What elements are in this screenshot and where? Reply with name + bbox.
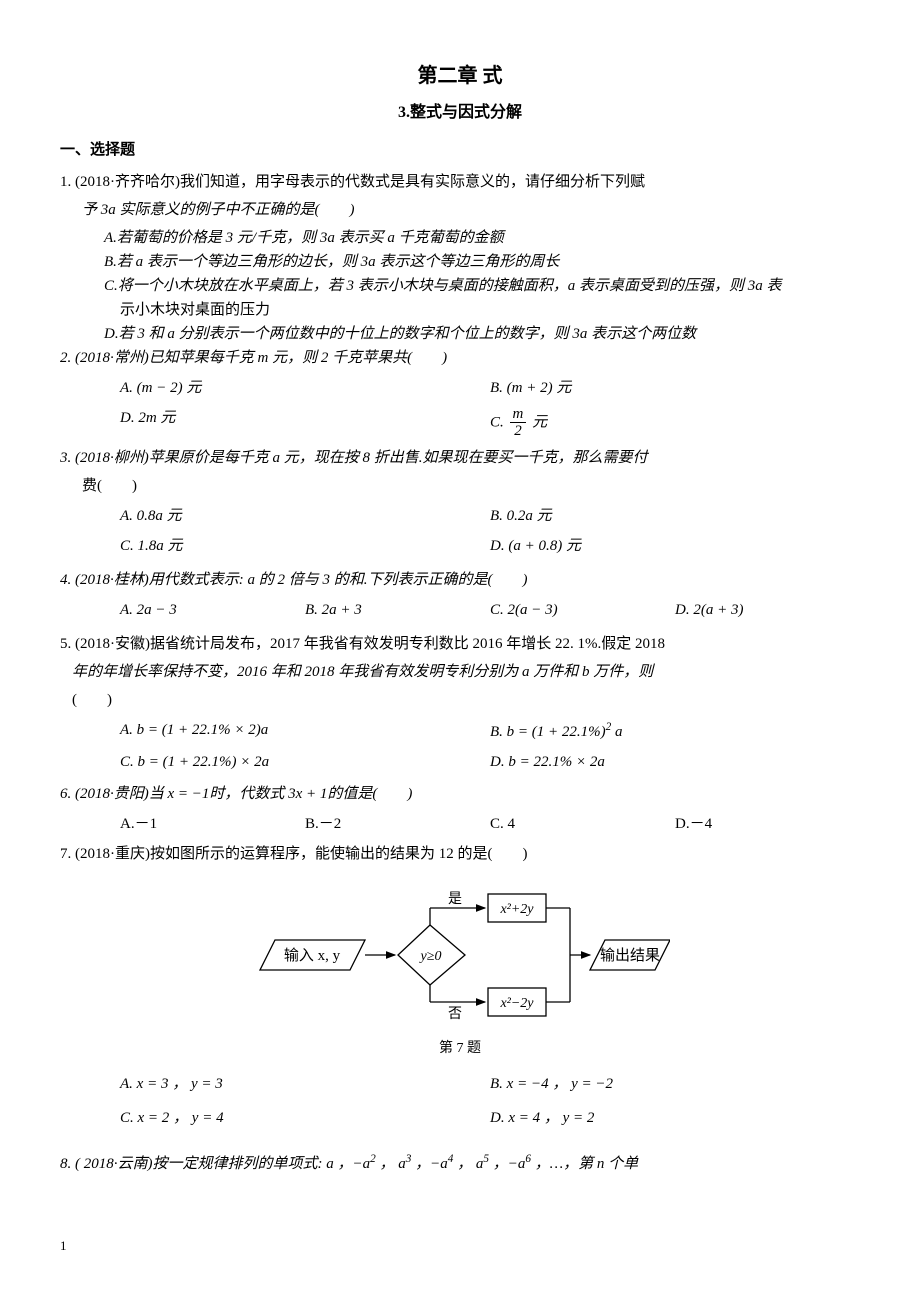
q5-stem-line3: ( ) — [60, 688, 860, 712]
q1-opt-c-line1: C.将一个小木块放在水平桌面上，若 3 表示小木块与桌面的接触面积，a 表示桌面… — [60, 274, 860, 298]
q6-opt-a: A.－1 — [120, 812, 305, 836]
q4-opt-c: C. 2(a − 3) — [490, 598, 675, 622]
q5-opt-a: A. b = (1 + 22.1% × 2)a — [120, 718, 490, 744]
chapter-title: 第二章 式 — [60, 60, 860, 92]
q7-opt-c: C. x = 2 ， y = 4 — [120, 1106, 490, 1130]
q2-stem: 2. (2018·常州)已知苹果每千克 m 元，则 2 千克苹果共( ) — [60, 346, 860, 370]
page-number: 1 — [60, 1236, 860, 1257]
category-heading: 一、选择题 — [60, 138, 860, 162]
section-title: 3.整式与因式分解 — [60, 100, 860, 126]
q4-opt-a: A. 2a − 3 — [120, 598, 305, 622]
q3-stem-line2: 费( ) — [60, 474, 860, 498]
q8-pre: 8. ( 2018·云南)按一定规律排列的单项式: a ，−a — [60, 1156, 370, 1172]
q5-b-post: a — [611, 724, 622, 740]
q4-stem: 4. (2018·桂林)用代数式表示: a 的 2 倍与 3 的和.下列表示正确… — [60, 568, 860, 592]
q3-opt-c: C. 1.8a 元 — [120, 534, 490, 558]
q5-b-pre: B. b = (1 + 22.1%) — [490, 724, 606, 740]
q6-opt-b: B.－2 — [305, 812, 490, 836]
q6-stem-text: 6. (2018·贵阳)当 x = −1时，代数式 3x + 1的值是( ) — [60, 786, 412, 802]
q2-opt-c: C. m2 元 — [490, 406, 860, 440]
q8-p6: ，−a — [489, 1156, 525, 1172]
q8-stem: 8. ( 2018·云南)按一定规律排列的单项式: a ，−a2 ， a3 ，−… — [60, 1150, 860, 1176]
q1-stem-line1: 1. (2018·齐齐哈尔)我们知道，用字母表示的代数式是具有实际意义的，请仔细… — [60, 170, 860, 194]
q8-p5: ， a — [453, 1156, 483, 1172]
yes-label: 是 — [448, 892, 462, 907]
q5-choice-row2: C. b = (1 + 22.1%) × 2a D. b = 22.1% × 2… — [60, 750, 860, 774]
q2-choice-row1: A. (m − 2) 元 B. (m + 2) 元 — [60, 376, 860, 400]
q7-stem: 7. (2018·重庆)按如图所示的运算程序，能使输出的结果为 12 的是( ) — [60, 842, 860, 866]
q6-stem: 6. (2018·贵阳)当 x = −1时，代数式 3x + 1的值是( ) — [60, 782, 860, 806]
q2-stem-text: 2. (2018·常州)已知苹果每千克 m 元，则 2 千克苹果共( ) — [60, 350, 447, 366]
output-label: 输出结果 — [600, 947, 660, 964]
q7-choice-row1: A. x = 3 ， y = 3 B. x = −4 ， y = −2 — [60, 1072, 860, 1096]
no-label: 否 — [448, 1007, 462, 1022]
q8-p4: ，−a — [411, 1156, 447, 1172]
q7-caption: 第 7 题 — [60, 1038, 860, 1060]
q3-opt-d: D. (a + 0.8) 元 — [490, 534, 860, 558]
q2-opt-a: A. (m − 2) 元 — [120, 376, 490, 400]
q6-opt-d: D.－4 — [675, 812, 860, 836]
q1-stem-text: 予 3a 实际意义的例子中不正确的是( ) — [82, 202, 355, 218]
q1-b-text: B.若 a 表示一个等边三角形的边长，则 3a 表示这个等边三角形的周长 — [104, 254, 559, 270]
q1-c2-text: 示小木块对桌面的压力 — [120, 302, 270, 318]
q3-opt-a: A. 0.8a 元 — [120, 504, 490, 528]
fraction-icon: m2 — [510, 406, 527, 440]
q1-opt-c-line2: 示小木块对桌面的压力 — [60, 298, 860, 322]
q5-opt-c: C. b = (1 + 22.1%) × 2a — [120, 750, 490, 774]
q5-opt-d: D. b = 22.1% × 2a — [490, 750, 860, 774]
q4-stem-text: 4. (2018·桂林)用代数式表示: a 的 2 倍与 3 的和.下列表示正确… — [60, 572, 527, 588]
q4-opt-d: D. 2(a + 3) — [675, 598, 860, 622]
q5-stem-line1: 5. (2018·安徽)据省统计局发布，2017 年我省有效发明专利数比 201… — [60, 632, 860, 656]
q3-opt-b: B. 0.2a 元 — [490, 504, 860, 528]
q5-stem-line2: 年的年增长率保持不变，2016 年和 2018 年我省有效发明专利分别为 a 万… — [60, 660, 860, 684]
q1-d-text: D.若 3 和 a 分别表示一个两位数中的十位上的数字和个位上的数字，则 3a … — [104, 326, 696, 342]
q7-figure: 输入 x, y y≥0 是 x²+2y 否 x²−2y 输出结果 第 7 题 — [60, 878, 860, 1060]
q6-choice-row: A.－1 B.－2 C. 4 D.－4 — [60, 812, 860, 836]
q4-choice-row: A. 2a − 3 B. 2a + 3 C. 2(a − 3) D. 2(a +… — [60, 598, 860, 622]
frac-den: 2 — [510, 423, 527, 440]
q8-p3: ， a — [376, 1156, 406, 1172]
q2-opt-b: B. (m + 2) 元 — [490, 376, 860, 400]
q5-choice-row1: A. b = (1 + 22.1% × 2)a B. b = (1 + 22.1… — [60, 718, 860, 744]
q3-stem-a: 3. (2018·柳州)苹果原价是每千克 a 元，现在按 8 折出售.如果现在要… — [60, 450, 648, 466]
q5-stem-b: 年的年增长率保持不变，2016 年和 2018 年我省有效发明专利分别为 a 万… — [72, 664, 653, 680]
input-label: 输入 x, y — [284, 947, 341, 964]
q2-c-suffix: 元 — [528, 414, 547, 430]
top-expr-label: x²+2y — [499, 902, 534, 917]
q2-c-prefix: C. — [490, 414, 508, 430]
q3-stem-line1: 3. (2018·柳州)苹果原价是每千克 a 元，现在按 8 折出售.如果现在要… — [60, 446, 860, 470]
bot-expr-label: x²−2y — [499, 996, 534, 1011]
q1-c1-text: C.将一个小木块放在水平桌面上，若 3 表示小木块与桌面的接触面积，a 表示桌面… — [104, 278, 782, 294]
q6-opt-c: C. 4 — [490, 812, 675, 836]
q1-stem-line2: 予 3a 实际意义的例子中不正确的是( ) — [60, 198, 860, 222]
q1-opt-a: A.若葡萄的价格是 3 元/千克，则 3a 表示买 a 千克葡萄的金额 — [60, 226, 860, 250]
q7-choice-row2: C. x = 2 ， y = 4 D. x = 4 ， y = 2 — [60, 1106, 860, 1130]
q8-post: ，…，第 n 个单 — [531, 1156, 638, 1172]
q7-opt-b: B. x = −4 ， y = −2 — [490, 1072, 860, 1096]
q7-opt-a: A. x = 3 ， y = 3 — [120, 1072, 490, 1096]
q1-a-text: A.若葡萄的价格是 3 元/千克，则 3a 表示买 a 千克葡萄的金额 — [104, 230, 504, 246]
q5-opt-b: B. b = (1 + 22.1%)2 a — [490, 718, 860, 744]
q3-choice-row1: A. 0.8a 元 B. 0.2a 元 — [60, 504, 860, 528]
q7-opt-d: D. x = 4 ， y = 2 — [490, 1106, 860, 1130]
q2-opt-d: D. 2m 元 — [120, 406, 490, 440]
cond-label: y≥0 — [419, 949, 442, 964]
q2-choice-row2: D. 2m 元 C. m2 元 — [60, 406, 860, 440]
q4-opt-b: B. 2a + 3 — [305, 598, 490, 622]
frac-num: m — [510, 406, 527, 424]
flowchart-svg: 输入 x, y y≥0 是 x²+2y 否 x²−2y 输出结果 — [250, 878, 670, 1028]
q1-opt-d: D.若 3 和 a 分别表示一个两位数中的十位上的数字和个位上的数字，则 3a … — [60, 322, 860, 346]
q1-opt-b: B.若 a 表示一个等边三角形的边长，则 3a 表示这个等边三角形的周长 — [60, 250, 860, 274]
q3-choice-row2: C. 1.8a 元 D. (a + 0.8) 元 — [60, 534, 860, 558]
